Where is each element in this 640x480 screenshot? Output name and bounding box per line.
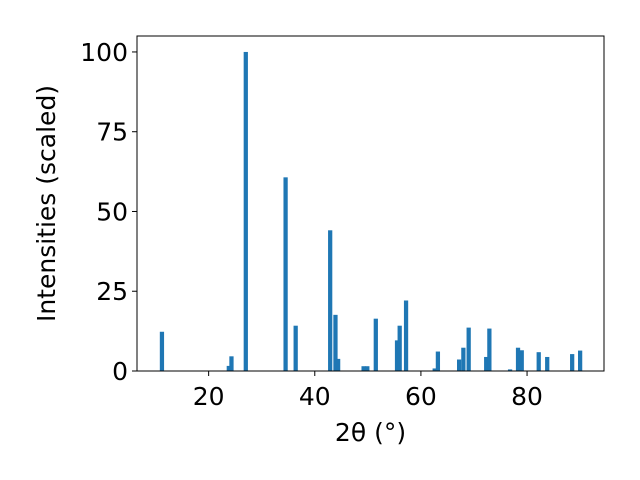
bar-25 xyxy=(536,352,541,371)
bar-20 xyxy=(484,356,489,371)
bar-21 xyxy=(487,328,492,371)
bar-27 xyxy=(570,354,575,371)
x-axis-title: 2θ (°) xyxy=(335,418,406,447)
x-axis-ticks: 20 40 60 80 xyxy=(193,371,543,411)
bar-15 xyxy=(432,368,437,371)
bar-23 xyxy=(515,347,521,371)
bar-26 xyxy=(545,356,550,371)
x-tick-label: 40 xyxy=(299,382,331,411)
bar-18 xyxy=(461,347,466,371)
y-tick-label: 50 xyxy=(96,197,128,226)
bar-11 xyxy=(373,318,378,371)
bar-6 xyxy=(328,230,333,371)
bar-4 xyxy=(283,177,288,371)
bar-13 xyxy=(397,325,402,371)
x-tick-label: 20 xyxy=(193,382,225,411)
bar-16 xyxy=(435,351,441,371)
y-tick-label: 100 xyxy=(80,38,128,67)
bar-10 xyxy=(365,366,370,371)
bar-17 xyxy=(457,359,462,371)
bar-5 xyxy=(293,325,298,371)
bar-24 xyxy=(519,350,524,371)
bar-0 xyxy=(159,331,165,371)
y-tick-label: 25 xyxy=(96,277,128,306)
bar-3 xyxy=(243,51,248,371)
y-tick-label: 0 xyxy=(112,357,128,386)
bars-group xyxy=(159,51,583,371)
x-tick-label: 60 xyxy=(405,382,437,411)
bar-22 xyxy=(507,369,513,371)
bar-9 xyxy=(361,366,366,371)
bar-8 xyxy=(336,358,341,371)
y-axis-title: Intensities (scaled) xyxy=(32,85,61,322)
bar-19 xyxy=(466,327,471,371)
bar-7 xyxy=(333,314,338,371)
plot-frame xyxy=(136,35,605,372)
y-axis-ticks: 0 25 50 75 100 xyxy=(80,38,137,386)
y-tick-label: 75 xyxy=(96,118,128,147)
bar-1 xyxy=(226,365,231,371)
bar-28 xyxy=(578,350,583,371)
bar-14 xyxy=(403,300,409,371)
x-tick-label: 80 xyxy=(511,382,543,411)
bar-12 xyxy=(394,340,400,371)
bar-2 xyxy=(229,356,234,371)
